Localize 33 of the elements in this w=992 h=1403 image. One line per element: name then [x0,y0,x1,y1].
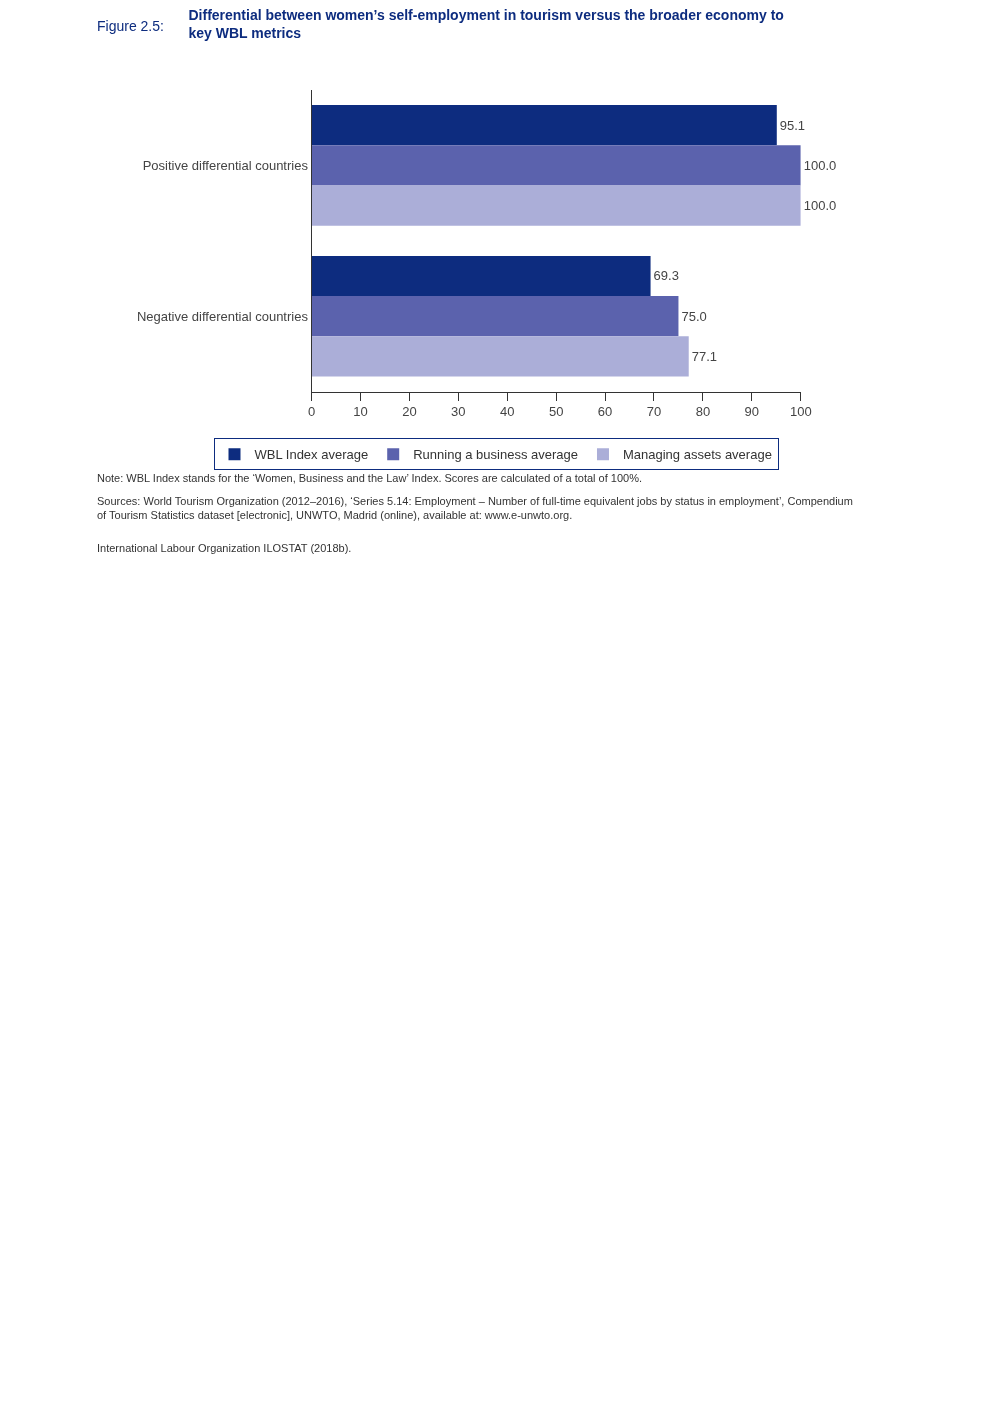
bar [311,145,801,186]
text: Note: WBL Index stands for the ‘Women, Business and the Law’ Index. Scores are calculated of a total of 100%. [97,472,643,484]
x-tick-label: 90 [744,404,760,420]
bar [311,185,801,226]
x-tick-label: 50 [548,404,564,420]
x-tick-label: 0 [307,404,316,420]
caption: Figure 2.5: [97,18,164,34]
data-label: 100.0 [803,198,837,214]
data-label: 75.0 [681,308,707,324]
x-tick-label: 10 [353,404,368,420]
data-label: 95.1 [779,117,806,133]
x-tick-label: 80 [695,404,711,420]
data-label: 69.3 [653,268,679,284]
y-tick-label: Negative differential countries [136,308,309,324]
bar [311,336,689,377]
y-tick-label: Positive differential countries [142,157,309,173]
x-tick-label: 30 [451,404,466,420]
x-tick-label: 40 [500,404,515,420]
x-tick-label: 60 [597,404,613,420]
source-note: Sources: World Tourism Organization (2012–2016), ‘Series 5.14: Employment – Number of full-time equivalent jobs by status in employment’, Compendium of Tourism Statistics dataset [electronic], UNWTO, Madrid (online), available at: www.e-unwto.org. [97,495,853,522]
legend-label: Running a business average [413,447,578,463]
legend-label: Managing assets average [622,447,772,463]
x-tick-label: 70 [646,404,662,420]
chart-title: Differential between women’s self-employment in tourism versus the broader economy to key WBL metrics [188,6,784,42]
bar [311,255,651,297]
text: International Labour Organization ILOSTAT (2018b). [97,542,352,554]
x-tick-label: 20 [402,404,417,420]
data-label: 77.1 [691,348,718,364]
bar [311,105,777,146]
bar [311,296,679,337]
legend-label: WBL Index average [254,447,369,463]
x-tick-label: 100 [789,404,812,420]
data-label: 100.0 [803,157,837,173]
